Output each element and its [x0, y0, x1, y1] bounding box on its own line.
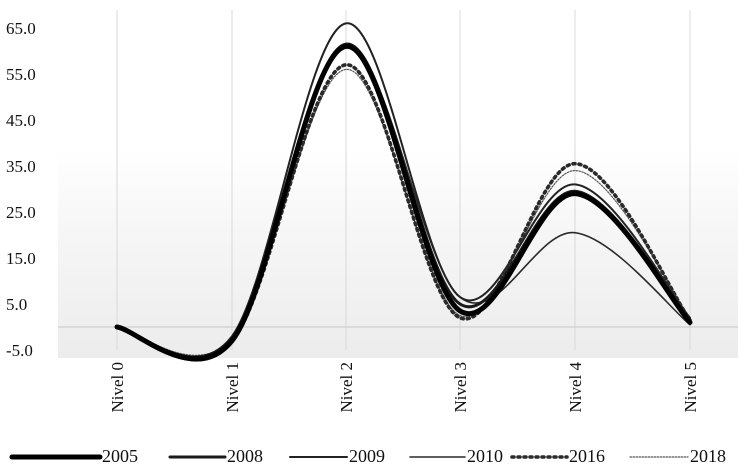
gridlines [116, 10, 691, 350]
series-line-2005 [114, 43, 693, 362]
series-lines [114, 22, 693, 362]
y-tick-label: 25.0 [6, 203, 36, 222]
y-tick-label: 65.0 [6, 19, 36, 38]
x-tick-label: Nivel 5 [681, 362, 700, 413]
y-axis-ticks: 65.0 55.0 45.0 35.0 25.0 15.0 5.0 -5.0 [6, 19, 36, 360]
legend: 2005 2008 2009 2010 2016 2018 [9, 446, 726, 466]
legend-label-2016: 2016 [569, 446, 605, 466]
legend-label-2009: 2009 [349, 446, 385, 466]
x-tick-label: Nivel 0 [108, 362, 127, 413]
legend-label-2008: 2008 [227, 446, 263, 466]
plot-area [58, 150, 738, 358]
x-tick-label: Nivel 3 [451, 362, 470, 413]
y-tick-label: 15.0 [6, 249, 36, 268]
y-tick-label: -5.0 [6, 341, 33, 360]
legend-label-2005: 2005 [102, 446, 138, 466]
legend-label-2010: 2010 [467, 446, 503, 466]
y-tick-label: 35.0 [6, 157, 36, 176]
x-axis-ticks: Nivel 0 Nivel 1 Nivel 2 Nivel 3 Nivel 4 Nivel… [108, 362, 700, 413]
legend-label-2018: 2018 [690, 446, 726, 466]
x-tick-label: Nivel 4 [566, 362, 585, 413]
x-tick-label: Nivel 2 [337, 362, 356, 413]
y-tick-label: 5.0 [6, 295, 27, 314]
y-tick-label: 45.0 [6, 111, 36, 130]
x-tick-label: Nivel 1 [223, 362, 242, 413]
y-tick-label: 55.0 [6, 65, 36, 84]
